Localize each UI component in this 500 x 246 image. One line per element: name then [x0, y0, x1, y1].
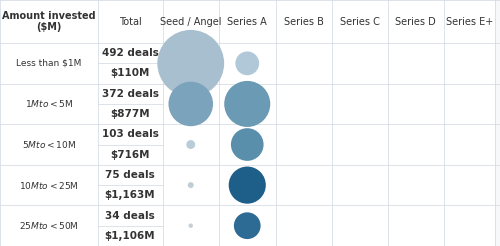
Bar [388, 205, 444, 246]
Ellipse shape [224, 81, 270, 127]
Bar [332, 124, 388, 165]
Text: Series E+: Series E+ [446, 16, 493, 27]
Text: 492 deals: 492 deals [102, 48, 158, 58]
Text: 34 deals: 34 deals [105, 211, 155, 221]
Text: Amount invested
($M): Amount invested ($M) [2, 11, 96, 32]
Text: $5M to < $10M: $5M to < $10M [22, 139, 76, 150]
Text: $1,106M: $1,106M [104, 231, 156, 241]
Bar [276, 43, 332, 84]
Text: $25M to < $50M: $25M to < $50M [19, 220, 78, 231]
Bar [162, 84, 219, 124]
Text: $110M: $110M [110, 68, 150, 78]
Ellipse shape [228, 167, 266, 204]
Bar [444, 205, 495, 246]
Bar [162, 0, 219, 43]
Bar [444, 43, 495, 84]
Ellipse shape [186, 140, 195, 149]
Bar [276, 84, 332, 124]
Text: $877M: $877M [110, 109, 150, 119]
Ellipse shape [158, 30, 224, 97]
Bar [0, 0, 98, 43]
Bar [388, 43, 444, 84]
Bar [276, 124, 332, 165]
Bar [276, 205, 332, 246]
Bar [0, 43, 98, 84]
Bar [444, 0, 495, 43]
Bar [98, 43, 162, 84]
Ellipse shape [188, 182, 194, 188]
Text: $1M to < $5M: $1M to < $5M [24, 98, 73, 109]
Bar [98, 165, 162, 205]
Ellipse shape [188, 223, 193, 228]
Ellipse shape [231, 128, 264, 161]
Bar [0, 205, 98, 246]
Ellipse shape [168, 82, 213, 126]
Text: Series D: Series D [395, 16, 436, 27]
Ellipse shape [236, 51, 259, 75]
Bar [98, 124, 162, 165]
Text: 372 deals: 372 deals [102, 89, 158, 99]
Bar [162, 43, 219, 84]
Bar [162, 205, 219, 246]
Bar [219, 0, 276, 43]
Bar [444, 165, 495, 205]
Bar [98, 205, 162, 246]
Bar [219, 43, 276, 84]
Bar [98, 0, 162, 43]
Bar [219, 124, 276, 165]
Text: 75 deals: 75 deals [105, 170, 155, 180]
Text: $716M: $716M [110, 150, 150, 160]
Bar [219, 165, 276, 205]
Text: Series C: Series C [340, 16, 380, 27]
Bar [332, 205, 388, 246]
Bar [332, 0, 388, 43]
Bar [444, 84, 495, 124]
Bar [219, 84, 276, 124]
Text: $10M to < $25M: $10M to < $25M [19, 180, 78, 191]
Bar [98, 84, 162, 124]
Bar [444, 124, 495, 165]
Text: Series B: Series B [284, 16, 324, 27]
Text: Seed / Angel: Seed / Angel [160, 16, 222, 27]
Bar [219, 205, 276, 246]
Bar [388, 165, 444, 205]
Bar [276, 0, 332, 43]
Text: Series A: Series A [228, 16, 267, 27]
Text: Less than $1M: Less than $1M [16, 59, 82, 68]
Bar [388, 84, 444, 124]
Bar [162, 124, 219, 165]
Bar [0, 124, 98, 165]
Bar [388, 0, 444, 43]
Text: 103 deals: 103 deals [102, 129, 158, 139]
Bar [0, 165, 98, 205]
Ellipse shape [234, 212, 260, 239]
Bar [332, 43, 388, 84]
Bar [162, 165, 219, 205]
Bar [276, 165, 332, 205]
Text: Total: Total [118, 16, 142, 27]
Text: $1,163M: $1,163M [104, 190, 156, 200]
Bar [388, 124, 444, 165]
Bar [0, 84, 98, 124]
Bar [332, 84, 388, 124]
Bar [332, 165, 388, 205]
